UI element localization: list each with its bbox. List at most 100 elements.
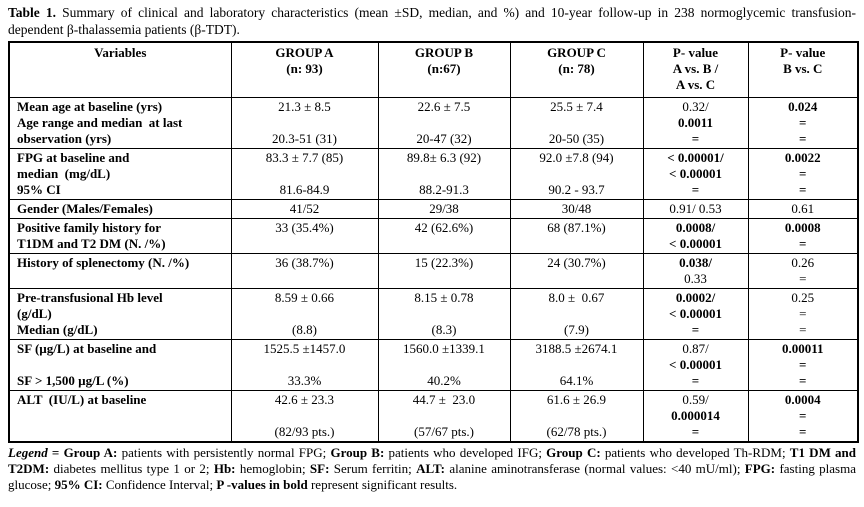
page: Table 1. Summary of clinical and laborat…	[8, 5, 859, 493]
cell-line	[17, 271, 229, 287]
table-row: SF (µg/L) at baseline and SF > 1,500 µg/…	[8, 339, 859, 391]
cell-line: A vs. B /	[672, 61, 719, 76]
table-row: Positive family history for T1DM and T2 D…	[8, 218, 859, 254]
cell-col-group-b: 29/38	[377, 199, 511, 219]
legend: Legend = Group A: patients with persiste…	[8, 445, 856, 493]
cell-line: GROUP A	[275, 45, 334, 60]
cell-col-group-a: 8.59 ± 0.66 (8.8)	[230, 288, 379, 340]
cell-line: 90.2 - 93.7	[548, 182, 605, 197]
cell-line: (g/dL)	[17, 306, 52, 321]
cell-line: 0.0008	[784, 220, 821, 235]
cell-col-variables: History of splenectomy (N. /%)	[8, 253, 232, 289]
text-segment: alanine aminotransferase (normal values:…	[445, 461, 745, 476]
cell-line	[234, 306, 376, 322]
cell-col-variables: Gender (Males/Females)	[8, 199, 232, 219]
cell-line: 0.0008/	[675, 220, 716, 235]
cell-col-pvalue-ab-ac: 0.87/< 0.00001 =	[642, 339, 749, 391]
cell-col-pvalue-ab-ac: < 0.00001/< 0.00001 =	[642, 148, 749, 200]
cell-line: 61.6 ± 26.9	[546, 392, 607, 407]
cell-line	[513, 357, 641, 373]
cell-line: 44.7 ± 23.0	[412, 392, 476, 407]
cell-line: B vs. C	[783, 61, 823, 76]
header-col-variables: Variables	[8, 41, 232, 98]
cell-col-group-a: 1525.5 ±1457.0 33.3%	[230, 339, 379, 391]
cell-line: 0.00011	[781, 341, 824, 356]
cell-col-group-c: 25.5 ± 7.4 20-50 (35)	[509, 97, 644, 149]
cell-line: 0.91/ 0.53	[669, 201, 722, 216]
header-col-group-b: GROUP B (n:67)	[377, 41, 511, 98]
cell-line	[381, 306, 508, 322]
cell-col-group-c: 3188.5 ±2674.1 64.1%	[509, 339, 644, 391]
cell-col-group-b: 89.8± 6.3 (92) 88.2-91.3	[377, 148, 511, 200]
cell-line: (82/93 pts.)	[274, 424, 335, 439]
cell-col-pvalue-ab-ac: 0.0002/< 0.00001 =	[642, 288, 749, 340]
cell-col-variables: SF (µg/L) at baseline and SF > 1,500 µg/…	[8, 339, 232, 391]
text-segment: Legend	[8, 445, 48, 460]
cell-line: 0.33	[684, 271, 707, 286]
text-segment: Group C:	[546, 445, 601, 460]
cell-line: 0.024	[788, 99, 818, 114]
cell-line: < 0.00001	[669, 306, 722, 321]
text-segment: FPG:	[744, 461, 776, 476]
cell-col-group-b: 22.6 ± 7.5 20-47 (32)	[377, 97, 511, 149]
cell-line	[17, 424, 229, 440]
cell-line	[17, 357, 229, 373]
cell-col-group-a: 41/52	[230, 199, 379, 219]
cell-col-group-c: 24 (30.7%)	[509, 253, 644, 289]
cell-line: 0.32/	[682, 99, 709, 114]
cell-col-pvalue-bc: 0.25 = =	[747, 288, 859, 340]
cell-line: =	[691, 131, 700, 146]
cell-line: 92.0 ±7.8 (94)	[539, 150, 614, 165]
cell-line	[381, 357, 508, 373]
cell-col-pvalue-bc: 0.0004 = =	[747, 390, 859, 443]
cell-col-group-c: 68 (87.1%)	[509, 218, 644, 254]
header-col-group-a: GROUP A (n: 93)	[230, 41, 379, 98]
cell-line: 42 (62.6%)	[414, 220, 474, 235]
cell-col-pvalue-bc: 0.0022 = =	[747, 148, 859, 200]
text-segment: patients who developed IFG;	[384, 445, 547, 460]
header-col-pvalue-bc: P- value B vs. C	[747, 41, 859, 98]
cell-col-variables: Mean age at baseline (yrs) Age range and …	[8, 97, 232, 149]
cell-line: Variables	[94, 45, 147, 60]
cell-line: Gender (Males/Females)	[17, 201, 153, 216]
cell-line	[381, 408, 508, 424]
text-segment: SF:	[309, 461, 330, 476]
text-segment: represent significant results.	[307, 477, 458, 492]
header-row: Variables GROUP A (n: 93) GROUP B (n:67) GROU…	[8, 41, 859, 98]
cell-line: Age range and median at last	[17, 115, 183, 130]
text-segment: Summary of clinical and laboratory chara…	[8, 5, 856, 37]
table-row: Mean age at baseline (yrs) Age range and …	[8, 97, 859, 149]
cell-col-pvalue-bc: 0.024 = =	[747, 97, 859, 149]
text-segment: fasting plasma glucose;	[8, 461, 856, 492]
cell-line: 81.6-84.9	[279, 182, 330, 197]
cell-col-group-a: 36 (38.7%)	[230, 253, 379, 289]
cell-col-pvalue-bc: 0.61	[747, 199, 859, 219]
cell-line: 8.15 ± 0.78	[414, 290, 474, 305]
cell-line: =	[691, 322, 700, 337]
cell-line: =	[799, 373, 807, 388]
cell-line: =	[799, 271, 807, 286]
text-segment: Group B:	[330, 445, 385, 460]
cell-col-variables: Pre-transfusional Hb level (g/dL) Median (…	[8, 288, 232, 340]
cell-line: ALT (IU/L) at baseline	[17, 392, 147, 407]
cell-line: 20-50 (35)	[548, 131, 605, 146]
cell-col-group-c: 30/48	[509, 199, 644, 219]
cell-line: 0.25	[791, 290, 815, 305]
text-segment: T1 DM and T2DM:	[8, 445, 857, 476]
cell-line	[513, 408, 641, 424]
summary-table: Variables GROUP A (n: 93) GROUP B (n:67) GROU…	[8, 41, 859, 443]
cell-line	[513, 306, 641, 322]
table-row: FPG at baseline and median (mg/dL) 95% CI 8…	[8, 148, 859, 200]
text-segment: =	[47, 445, 64, 460]
cell-line: 8.59 ± 0.66	[274, 290, 335, 305]
text-segment: Confidence Interval;	[102, 477, 217, 492]
cell-line: P- value	[672, 45, 719, 60]
cell-line: Positive family history for	[17, 220, 162, 235]
cell-line: 25.5 ± 7.4	[550, 99, 603, 114]
cell-line: (n: 93)	[286, 61, 323, 76]
cell-line: 0.26	[791, 255, 815, 270]
cell-col-group-b: 42 (62.6%)	[377, 218, 511, 254]
cell-line: =	[799, 236, 807, 251]
cell-line: 0.61	[791, 201, 815, 216]
cell-line: 0.038/	[679, 255, 712, 270]
